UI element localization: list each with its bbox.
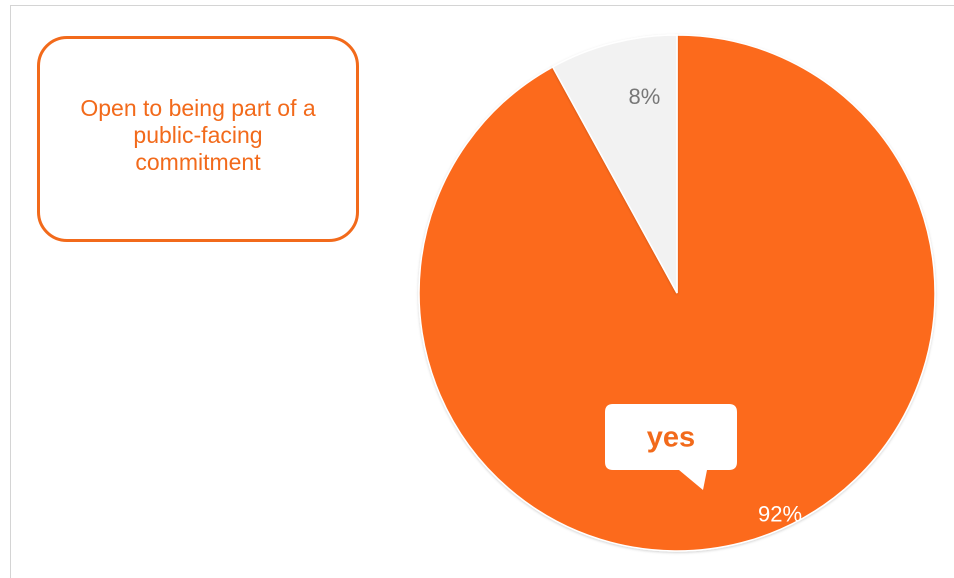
yes-bubble: yes [605, 404, 737, 490]
bubble-label: yes [647, 422, 695, 454]
labels-group: 92% 8% [628, 84, 802, 527]
speech-bubble [605, 404, 737, 490]
pie-group [418, 34, 936, 552]
callout-text: Open to being part of a public-facing co… [80, 95, 316, 175]
pie-slice-no [551, 34, 678, 294]
slice-label-yes: 92% [758, 502, 802, 527]
callout-box: Open to being part of a public-facing co… [37, 36, 359, 242]
slice-label-no: 8% [628, 84, 660, 109]
